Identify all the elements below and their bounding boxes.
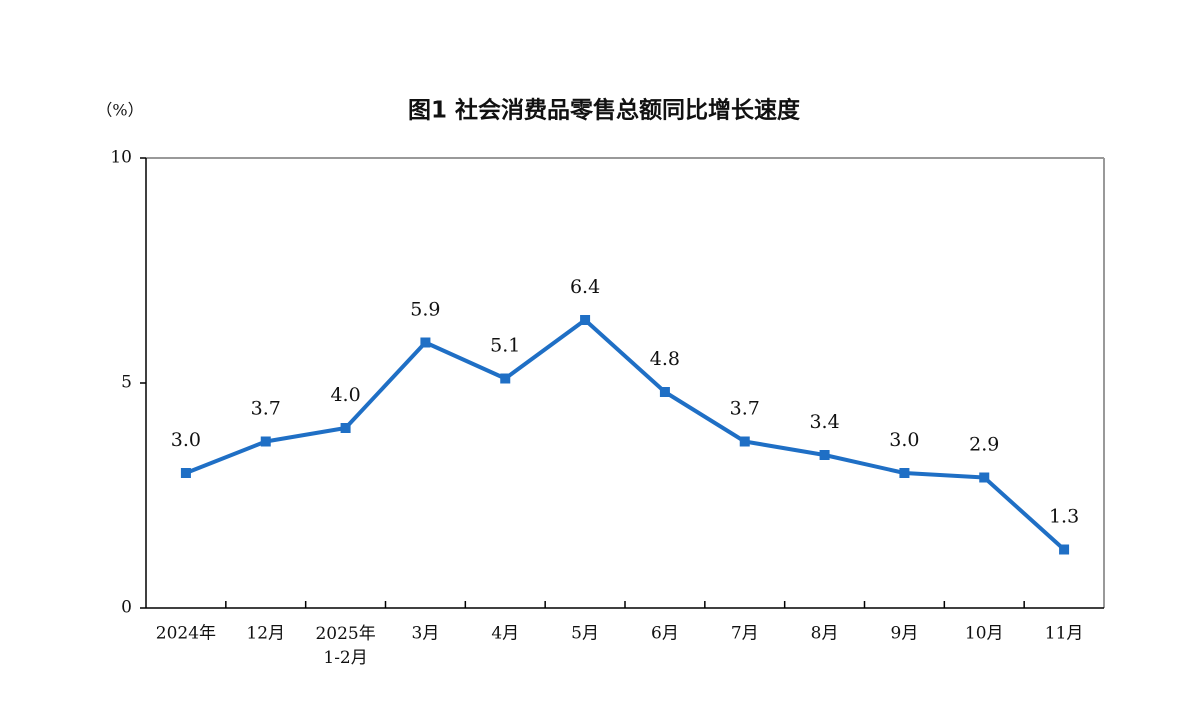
x-tick-label: 4月 bbox=[491, 624, 519, 644]
x-tick-label-line: 2025年 bbox=[315, 624, 375, 644]
x-tick-label-line: 1-2月 bbox=[323, 648, 367, 668]
line bbox=[185, 318, 1066, 551]
marker bbox=[420, 337, 431, 348]
marker bbox=[500, 373, 511, 384]
marker bbox=[340, 423, 351, 433]
data-label: 3.0 bbox=[889, 429, 919, 451]
y-tick-label: 10 bbox=[110, 148, 132, 168]
marker bbox=[260, 436, 271, 447]
marker bbox=[659, 387, 670, 397]
marker bbox=[739, 436, 750, 447]
data-label: 4.0 bbox=[330, 384, 360, 406]
data-label: 3.7 bbox=[251, 398, 281, 420]
y-tick-label: 5 bbox=[121, 373, 132, 393]
marker bbox=[979, 472, 990, 483]
marker bbox=[580, 315, 591, 325]
data-label: 5.9 bbox=[410, 299, 440, 321]
x-tick-label: 7月 bbox=[731, 624, 759, 644]
x-tick-label: 6月 bbox=[651, 624, 679, 644]
data-label: 6.4 bbox=[570, 276, 600, 298]
y-tick-label: 0 bbox=[121, 598, 132, 618]
x-tick-label: 9月 bbox=[891, 624, 919, 644]
x-tick-label: 8月 bbox=[811, 624, 839, 644]
data-label: 4.8 bbox=[650, 348, 680, 370]
data-label: 2.9 bbox=[969, 434, 999, 456]
data-label: 5.1 bbox=[490, 335, 520, 357]
marker bbox=[899, 468, 910, 478]
chart-title: 图1 社会消费品零售总额同比增长速度 bbox=[408, 97, 801, 124]
x-tick-label: 2025年 1-2月 bbox=[315, 624, 375, 668]
x-tick-label: 2024年 bbox=[156, 624, 216, 644]
x-tick-label: 3月 bbox=[412, 624, 440, 644]
x-tick-label: 10月 bbox=[965, 624, 1004, 644]
x-tick-label: 12月 bbox=[246, 624, 285, 644]
data-label: 3.0 bbox=[171, 429, 201, 451]
marker bbox=[1059, 544, 1070, 555]
x-tick-label: 11月 bbox=[1045, 624, 1084, 644]
data-label: 1.3 bbox=[1049, 506, 1079, 528]
data-label: 3.7 bbox=[730, 398, 760, 420]
x-tick-label: 5月 bbox=[571, 624, 599, 644]
marker bbox=[180, 468, 191, 478]
data-label: 3.4 bbox=[809, 411, 839, 433]
y-unit: （%） bbox=[96, 101, 143, 120]
marker bbox=[819, 450, 830, 460]
